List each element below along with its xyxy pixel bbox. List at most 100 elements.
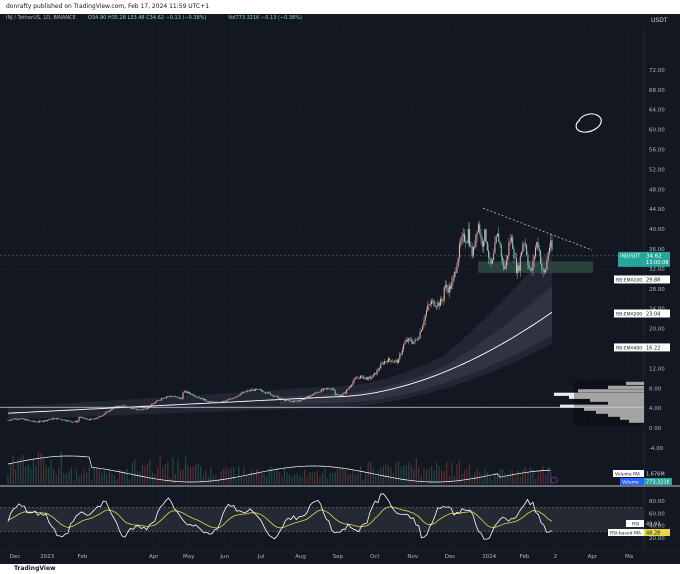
volume-bar xyxy=(136,470,138,484)
price-tick-label: 60.00 xyxy=(649,128,665,134)
indicator-name: RB:EMA100 xyxy=(616,277,642,283)
candle-body xyxy=(412,341,414,344)
candle-body xyxy=(394,360,396,362)
candle-body xyxy=(82,417,84,418)
candle-body xyxy=(65,420,67,422)
volume-bar xyxy=(17,459,19,484)
candle-body xyxy=(408,338,410,342)
candle-body xyxy=(499,241,501,245)
indicator-value: 23.04 xyxy=(646,311,660,317)
candle-body xyxy=(11,419,13,421)
candle-body xyxy=(294,400,296,402)
footer-bar: TradingView xyxy=(0,564,680,574)
volume-bar xyxy=(463,470,466,484)
candle-body xyxy=(418,337,420,340)
volume-bar xyxy=(547,467,549,484)
candle-body xyxy=(84,418,86,420)
volume-bar xyxy=(537,473,539,484)
candle-body xyxy=(285,399,287,401)
volume-bar xyxy=(334,472,336,484)
volume-bar xyxy=(131,462,133,484)
time-axis[interactable]: Dec 2023 Feb Apr May Jun Jul Aug Sep Oct Nov Dec 202… xyxy=(10,554,634,560)
candle-body xyxy=(171,396,173,397)
candle-body xyxy=(91,418,93,420)
candle-body xyxy=(328,388,330,390)
volume-bar xyxy=(527,471,529,484)
candle-body xyxy=(158,400,160,401)
volume-profile-bar xyxy=(608,401,644,405)
candle-body xyxy=(275,395,277,397)
candle-body xyxy=(535,247,537,257)
candle-body xyxy=(240,392,242,395)
candle-body xyxy=(526,245,528,255)
candle-body xyxy=(34,420,36,422)
candle-body xyxy=(498,233,500,242)
candle-body xyxy=(106,411,108,413)
volume-bar xyxy=(517,471,519,484)
volume-bar xyxy=(258,469,260,484)
candle-body xyxy=(122,405,124,407)
candle-body xyxy=(451,281,453,289)
candle-body xyxy=(98,416,100,418)
candle-body xyxy=(25,419,27,421)
volume-bar xyxy=(233,467,235,484)
candle-body xyxy=(58,418,60,419)
candle-body xyxy=(181,398,183,399)
indicator-name: RB:EMA200 xyxy=(616,311,642,317)
candle-body xyxy=(324,388,326,390)
volume-legend: Vol773.321K −0.13 (−0.38%) xyxy=(228,15,302,21)
volume-bar xyxy=(519,476,521,484)
candle-body xyxy=(335,394,337,396)
candle-body xyxy=(447,288,449,293)
volume-bar xyxy=(101,473,103,484)
volume-bar xyxy=(430,466,433,484)
candle-body xyxy=(229,398,231,400)
volume-bar xyxy=(509,470,511,484)
candle-body xyxy=(239,394,241,396)
volume-bar xyxy=(425,468,428,484)
volume-bar xyxy=(83,469,85,484)
volume-bar xyxy=(98,468,100,484)
candle-body xyxy=(32,420,34,422)
time-tick-label: Dec xyxy=(445,554,456,560)
volume-bar xyxy=(534,478,537,484)
candle-body xyxy=(286,399,288,401)
candle-body xyxy=(219,402,221,403)
candle-body xyxy=(458,244,460,259)
candle-body xyxy=(529,268,531,270)
price-tick-label: 0.00 xyxy=(649,426,662,432)
volume-bar xyxy=(200,466,202,484)
candle-body xyxy=(202,398,204,401)
candle-body xyxy=(484,229,486,242)
volume-bar xyxy=(134,458,136,484)
volume-bar xyxy=(372,467,374,484)
candle-body xyxy=(108,410,110,412)
candle-body xyxy=(332,388,334,390)
candle-body xyxy=(380,364,382,369)
candle-body xyxy=(437,302,439,307)
volume-bar xyxy=(489,477,491,484)
volume-profile-bar xyxy=(569,395,644,399)
candle-body xyxy=(119,405,121,407)
volume-bar xyxy=(504,472,506,484)
volume-bar xyxy=(428,468,430,484)
candle-body xyxy=(422,325,424,331)
candle-body xyxy=(508,242,510,256)
candle-body xyxy=(176,396,178,398)
candle-body xyxy=(396,360,398,363)
chart-canvas[interactable]: INJ / TetherUS, 1D, BINANCE O34.90 H35.2… xyxy=(0,14,680,564)
candle-body xyxy=(141,409,143,410)
candle-body xyxy=(167,396,169,398)
candle-body xyxy=(290,400,292,402)
volume-bar xyxy=(456,464,458,484)
candle-body xyxy=(349,386,351,388)
volume-bar xyxy=(380,467,382,484)
candle-body xyxy=(460,241,462,245)
volume-bar xyxy=(157,467,159,484)
candle-body xyxy=(46,419,48,421)
alert-icon[interactable] xyxy=(550,476,558,484)
price-tick-label: 32.00 xyxy=(649,267,665,273)
candle-body xyxy=(237,396,239,397)
volume-bar xyxy=(291,476,293,484)
volume-bar xyxy=(438,466,440,484)
